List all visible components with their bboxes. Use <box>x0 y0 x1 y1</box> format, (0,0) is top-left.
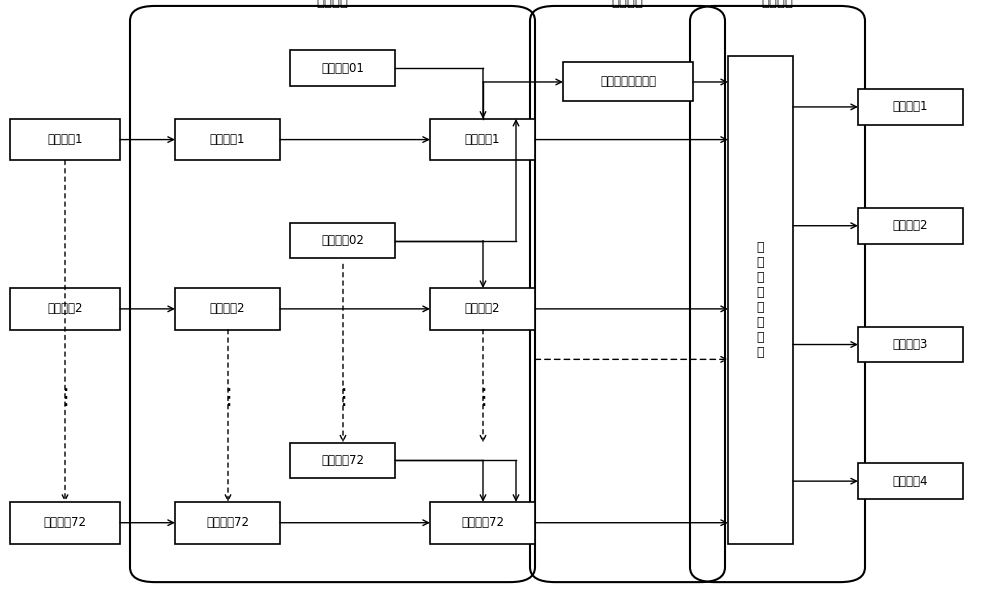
Text: 高压电源1: 高压电源1 <box>893 100 928 113</box>
FancyBboxPatch shape <box>430 288 535 330</box>
FancyBboxPatch shape <box>10 119 120 160</box>
Text: 高压电源3: 高压电源3 <box>893 338 928 351</box>
Text: ⋮: ⋮ <box>54 388 76 408</box>
FancyBboxPatch shape <box>858 89 963 125</box>
Text: 甄别板卡: 甄别板卡 <box>316 0 349 9</box>
FancyBboxPatch shape <box>10 288 120 330</box>
FancyBboxPatch shape <box>175 288 280 330</box>
Text: 决策板卡: 决策板卡 <box>612 0 644 9</box>
Text: 阈值甄别72: 阈值甄别72 <box>461 516 504 529</box>
FancyBboxPatch shape <box>290 223 395 258</box>
FancyBboxPatch shape <box>10 502 120 544</box>
FancyBboxPatch shape <box>728 56 793 544</box>
Text: 信号调理2: 信号调理2 <box>210 302 245 315</box>
Text: 阈值调节01: 阈值调节01 <box>321 62 364 75</box>
FancyBboxPatch shape <box>290 50 395 86</box>
Text: 多道决策算法计算: 多道决策算法计算 <box>600 75 656 88</box>
FancyBboxPatch shape <box>290 443 395 478</box>
FancyBboxPatch shape <box>563 62 693 101</box>
Text: 信号调理72: 信号调理72 <box>206 516 249 529</box>
Text: 保
护
逻
辑
算
法
计
算: 保 护 逻 辑 算 法 计 算 <box>757 241 764 359</box>
Text: ⋮: ⋮ <box>217 388 239 408</box>
Text: 高压电源2: 高压电源2 <box>893 219 928 232</box>
Text: ⋮: ⋮ <box>472 388 494 408</box>
FancyBboxPatch shape <box>430 119 535 160</box>
FancyBboxPatch shape <box>175 119 280 160</box>
FancyBboxPatch shape <box>175 502 280 544</box>
FancyBboxPatch shape <box>858 327 963 362</box>
Text: 信号调理1: 信号调理1 <box>210 133 245 146</box>
Text: 阈值甄别2: 阈值甄别2 <box>465 302 500 315</box>
Text: 高压电源4: 高压电源4 <box>893 475 928 488</box>
FancyBboxPatch shape <box>430 502 535 544</box>
Text: 电流检测1: 电流检测1 <box>47 133 83 146</box>
Text: 阈值调节02: 阈值调节02 <box>321 234 364 247</box>
Text: ⋮: ⋮ <box>332 388 354 408</box>
Text: 电流检测2: 电流检测2 <box>47 302 83 315</box>
Text: 保护板卡: 保护板卡 <box>762 0 794 9</box>
FancyBboxPatch shape <box>858 463 963 499</box>
Text: 阈值调节72: 阈值调节72 <box>321 454 364 467</box>
Text: 电流检测72: 电流检测72 <box>44 516 87 529</box>
FancyBboxPatch shape <box>858 208 963 244</box>
Text: 阈值甄别1: 阈值甄别1 <box>465 133 500 146</box>
